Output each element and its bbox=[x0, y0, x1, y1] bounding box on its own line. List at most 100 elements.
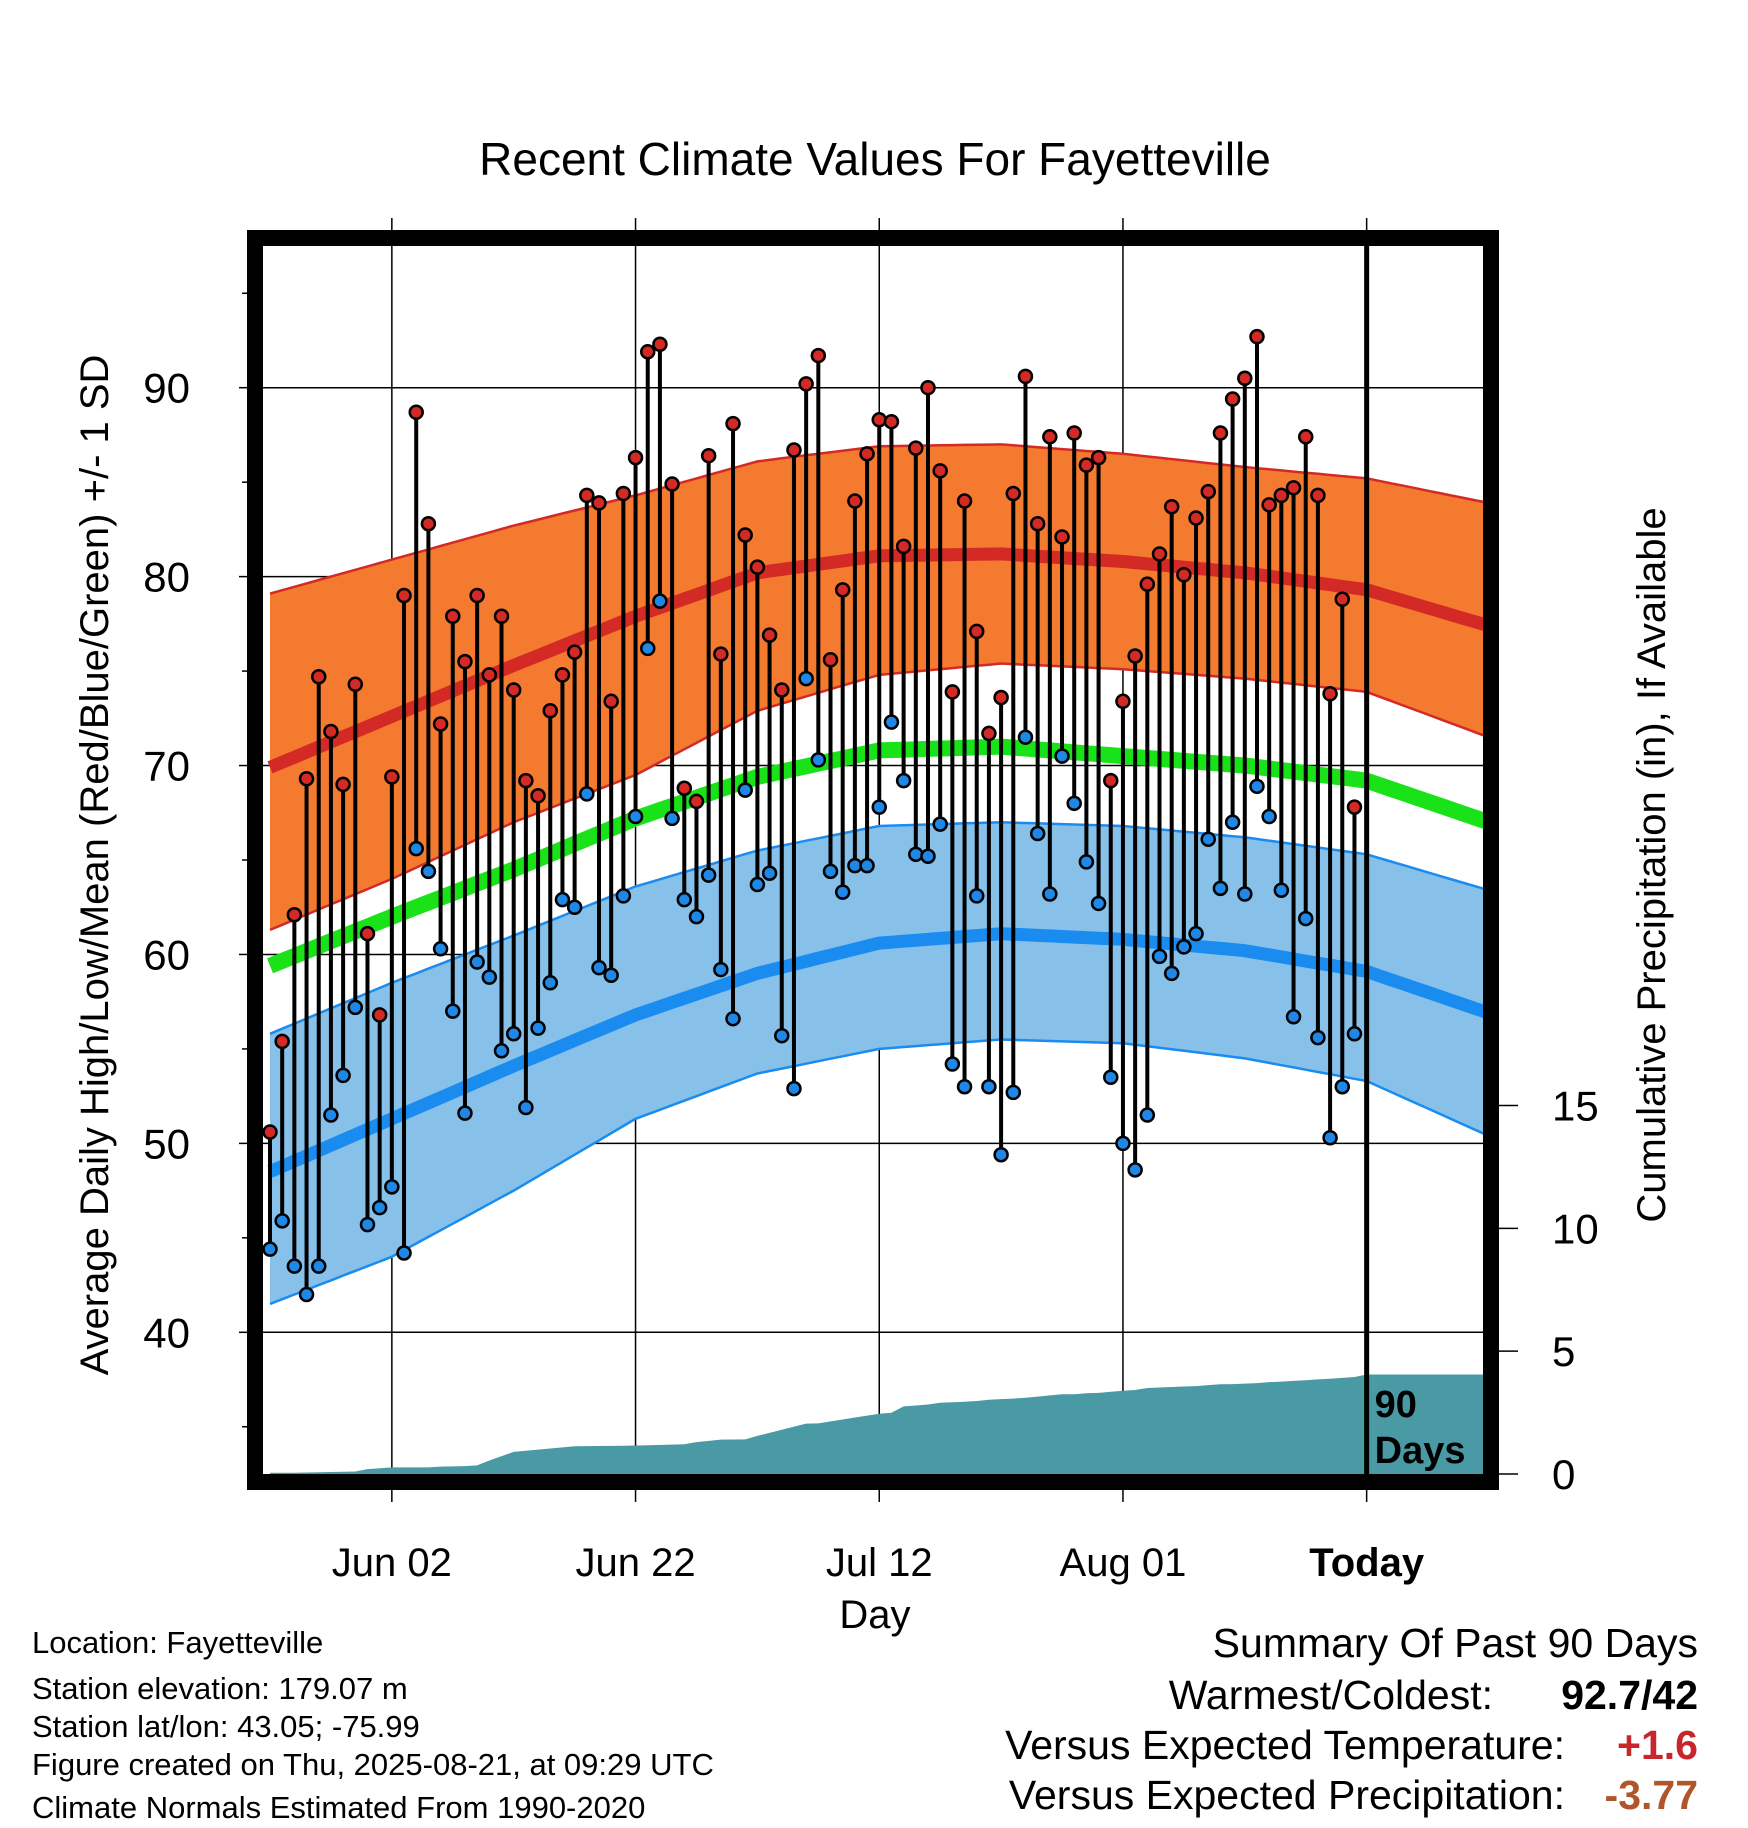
precip-area bbox=[270, 1374, 1483, 1474]
daily-low-point-46 bbox=[822, 863, 839, 880]
daily-high-point-49 bbox=[859, 446, 875, 462]
daily-low-point-62 bbox=[1017, 729, 1034, 745]
daily-low-point-22 bbox=[530, 1020, 546, 1036]
y-tick-label-60: 60 bbox=[143, 931, 190, 978]
daily-low-point-72 bbox=[1139, 1107, 1156, 1123]
daily-low-point-9 bbox=[371, 1199, 388, 1216]
daily-high-point-24 bbox=[554, 667, 571, 683]
location-text: Location: Fayetteville bbox=[32, 1625, 324, 1660]
y2-tick-label-5: 5 bbox=[1552, 1328, 1575, 1375]
daily-low-point-25 bbox=[566, 899, 583, 915]
daily-high-point-64 bbox=[1042, 429, 1058, 445]
daily-low-point-58 bbox=[968, 888, 985, 904]
daily-low-point-52 bbox=[895, 772, 912, 789]
y-tick-label-70: 70 bbox=[143, 743, 190, 790]
daily-high-point-2 bbox=[286, 907, 303, 923]
daily-high-point-78 bbox=[1212, 425, 1229, 441]
daily-high-point-12 bbox=[408, 404, 424, 421]
y-tick-label-50: 50 bbox=[143, 1120, 190, 1167]
x-tick-label-2: Jul 12 bbox=[826, 1541, 933, 1585]
daily-low-point-66 bbox=[1066, 795, 1082, 812]
daily-high-point-61 bbox=[1005, 485, 1022, 502]
daily-high-point-68 bbox=[1090, 449, 1107, 466]
daily-low-point-2 bbox=[286, 1258, 303, 1274]
daily-low-point-89 bbox=[1346, 1026, 1363, 1042]
daily-low-point-0 bbox=[262, 1241, 278, 1257]
daily-low-point-70 bbox=[1115, 1135, 1131, 1152]
daily-low-point-45 bbox=[810, 752, 827, 768]
daily-high-point-48 bbox=[847, 493, 863, 509]
x-tick-label-4: Today bbox=[1309, 1541, 1425, 1585]
daily-low-point-78 bbox=[1212, 880, 1229, 897]
daily-low-point-38 bbox=[725, 1010, 741, 1027]
daily-low-point-50 bbox=[871, 799, 887, 815]
daily-low-point-31 bbox=[639, 640, 656, 657]
warm-cold-label: Warmest/Coldest: bbox=[1168, 1672, 1493, 1718]
daily-low-point-27 bbox=[591, 959, 607, 976]
daily-high-point-89 bbox=[1346, 799, 1363, 815]
summary-heading: Summary Of Past 90 Days bbox=[1212, 1620, 1698, 1666]
daily-low-point-6 bbox=[335, 1067, 351, 1084]
daily-low-point-43 bbox=[786, 1080, 802, 1097]
daily-low-point-44 bbox=[798, 670, 814, 687]
daily-high-point-36 bbox=[700, 447, 717, 464]
daily-low-point-29 bbox=[615, 888, 632, 904]
daily-high-point-83 bbox=[1273, 487, 1290, 504]
daily-high-point-56 bbox=[944, 684, 961, 700]
daily-high-point-9 bbox=[371, 1007, 388, 1023]
daily-low-point-68 bbox=[1090, 895, 1107, 912]
x-tick-label-3: Aug 01 bbox=[1060, 1541, 1187, 1585]
daily-low-point-37 bbox=[713, 961, 729, 978]
y-tick-label-80: 80 bbox=[143, 554, 190, 601]
daily-low-point-53 bbox=[908, 846, 924, 863]
daily-high-point-3 bbox=[298, 771, 315, 787]
cumulative-precip-area bbox=[270, 1374, 1483, 1474]
daily-observations bbox=[262, 328, 1363, 1303]
daily-low-point-57 bbox=[956, 1078, 973, 1095]
daily-high-point-11 bbox=[396, 587, 412, 604]
daily-high-point-73 bbox=[1151, 546, 1168, 562]
low-band-lower bbox=[269, 1038, 1490, 1306]
daily-low-point-15 bbox=[445, 1003, 461, 1019]
precip-delta-value: -3.77 bbox=[1604, 1772, 1698, 1818]
daily-high-point-69 bbox=[1103, 772, 1119, 789]
daily-high-point-0 bbox=[262, 1124, 278, 1140]
low-band-upper bbox=[269, 820, 1489, 1035]
daily-low-point-59 bbox=[981, 1078, 997, 1095]
x-tick-label-1: Jun 22 bbox=[575, 1541, 695, 1585]
daily-low-point-7 bbox=[347, 999, 364, 1016]
daily-high-point-7 bbox=[347, 676, 364, 693]
daily-low-point-87 bbox=[1322, 1129, 1338, 1146]
daily-high-point-77 bbox=[1200, 483, 1216, 500]
daily-high-point-17 bbox=[469, 587, 485, 604]
daily-high-point-67 bbox=[1078, 457, 1095, 473]
low-normal-line bbox=[267, 927, 1491, 1178]
daily-high-point-88 bbox=[1334, 591, 1351, 608]
daily-low-point-16 bbox=[457, 1105, 473, 1121]
daily-low-point-86 bbox=[1310, 1029, 1326, 1046]
daily-high-point-8 bbox=[359, 925, 376, 942]
daily-high-point-55 bbox=[932, 463, 948, 479]
daily-high-point-54 bbox=[920, 379, 936, 396]
daily-high-point-21 bbox=[518, 772, 534, 789]
daily-low-point-14 bbox=[432, 941, 449, 957]
daily-high-point-52 bbox=[895, 538, 912, 555]
today-label-line-1: Days bbox=[1375, 1430, 1466, 1472]
daily-high-point-79 bbox=[1224, 391, 1241, 407]
daily-high-point-38 bbox=[725, 415, 741, 432]
daily-high-point-5 bbox=[323, 723, 339, 740]
daily-high-point-50 bbox=[871, 412, 887, 428]
axis-ticks: 40 50 60 70 80 90 0 5 10 15 Jun 02 Jun 22 Jul 12 Aug … bbox=[143, 218, 1599, 1585]
daily-low-point-51 bbox=[883, 714, 900, 730]
latlon-text: Station lat/lon: 43.05; -75.99 bbox=[32, 1709, 420, 1744]
daily-high-point-10 bbox=[384, 769, 400, 785]
x-axis-label: Day bbox=[839, 1593, 910, 1637]
daily-high-point-70 bbox=[1115, 693, 1131, 710]
temp-delta-value: +1.6 bbox=[1617, 1722, 1698, 1768]
daily-high-point-42 bbox=[774, 682, 790, 698]
daily-high-point-53 bbox=[908, 440, 924, 456]
daily-high-point-25 bbox=[566, 644, 583, 660]
created-text: Figure created on Thu, 2025-08-21, at 09… bbox=[32, 1747, 714, 1782]
y-tick-label-90: 90 bbox=[143, 365, 190, 412]
daily-high-point-58 bbox=[968, 623, 985, 640]
